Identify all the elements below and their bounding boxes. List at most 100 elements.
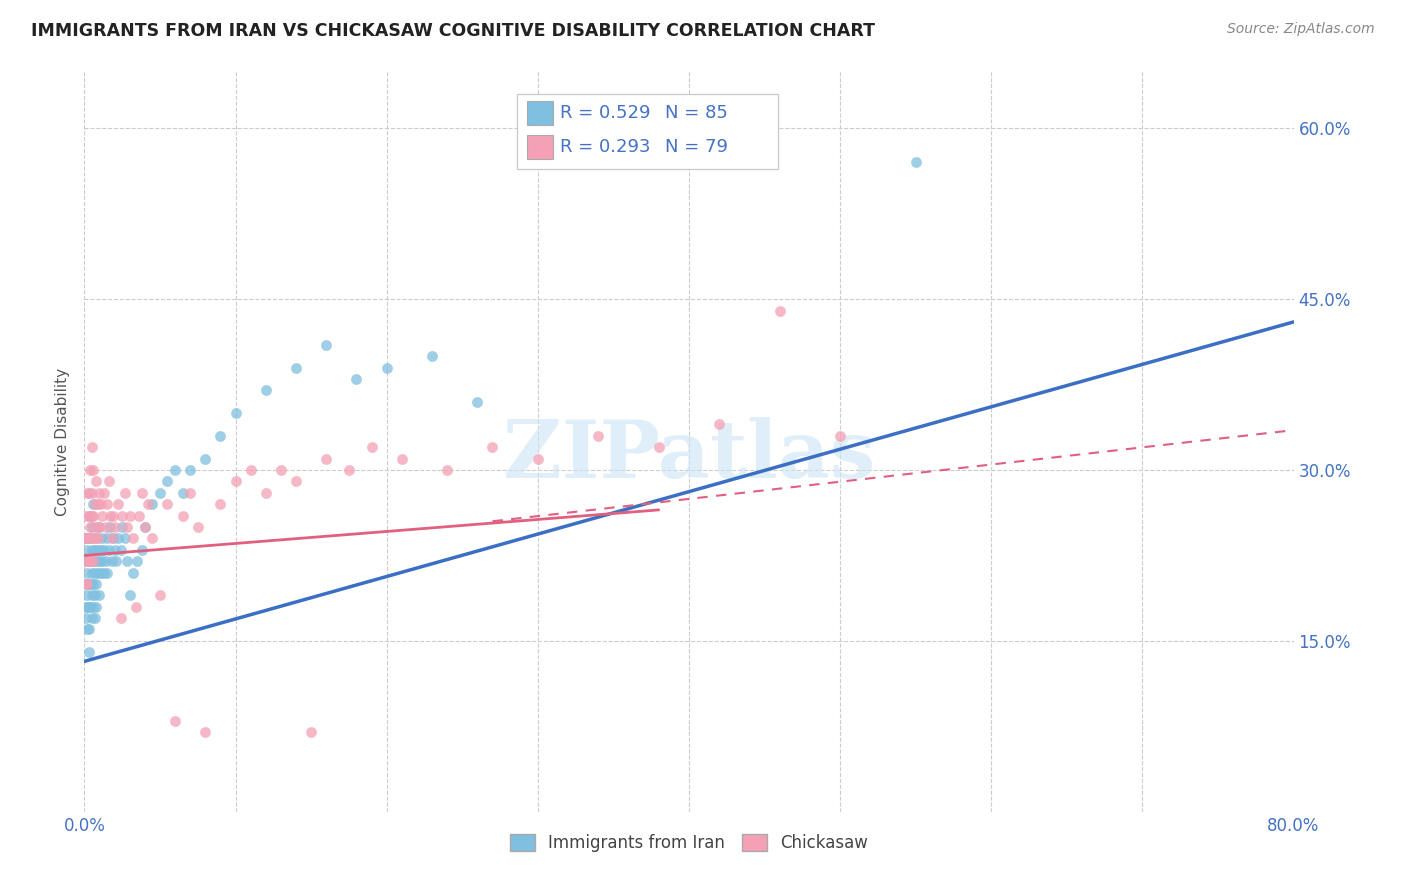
Point <box>165 463 187 477</box>
Point <box>131 542 153 557</box>
Point <box>96 497 118 511</box>
Point <box>360 440 382 454</box>
Point <box>93 566 115 580</box>
Point <box>709 417 731 432</box>
Point <box>118 508 141 523</box>
Point <box>830 429 852 443</box>
Point <box>172 485 194 500</box>
Point <box>315 451 337 466</box>
Legend: Immigrants from Iran, Chickasaw: Immigrants from Iran, Chickasaw <box>503 828 875 859</box>
Point <box>77 645 100 659</box>
Point <box>239 463 262 477</box>
Point <box>79 554 101 568</box>
Point <box>769 303 792 318</box>
Point <box>156 497 179 511</box>
Y-axis label: Cognitive Disability: Cognitive Disability <box>55 368 70 516</box>
Point <box>115 520 138 534</box>
Point <box>76 588 98 602</box>
Point <box>141 532 163 546</box>
Point <box>79 463 101 477</box>
Point <box>75 508 97 523</box>
Point <box>156 475 179 489</box>
Point <box>375 360 398 375</box>
Point <box>107 532 129 546</box>
Point <box>76 566 98 580</box>
Point <box>315 337 337 351</box>
Point <box>285 475 308 489</box>
Point <box>270 463 292 477</box>
Text: Source: ZipAtlas.com: Source: ZipAtlas.com <box>1227 22 1375 37</box>
Point <box>76 599 98 614</box>
Point <box>77 577 100 591</box>
Point <box>86 577 108 591</box>
Point <box>391 451 413 466</box>
Point <box>904 155 927 169</box>
Point <box>80 588 103 602</box>
Point <box>84 566 107 580</box>
Point <box>79 508 101 523</box>
Point <box>467 394 489 409</box>
Point <box>111 520 134 534</box>
Point <box>77 623 100 637</box>
Text: R = 0.293: R = 0.293 <box>560 138 650 156</box>
Point <box>125 599 148 614</box>
Point <box>91 532 114 546</box>
Point <box>93 485 115 500</box>
Point <box>141 497 163 511</box>
Text: R = 0.529: R = 0.529 <box>560 104 650 122</box>
Point <box>209 429 232 443</box>
Point <box>337 463 360 477</box>
Point <box>76 542 98 557</box>
Point <box>89 554 111 568</box>
Point <box>121 566 143 580</box>
Point <box>84 542 107 557</box>
Point <box>114 485 136 500</box>
Point <box>84 497 107 511</box>
Point <box>115 554 138 568</box>
Point <box>436 463 458 477</box>
Point <box>105 554 128 568</box>
Point <box>648 440 671 454</box>
Point <box>93 542 115 557</box>
Point <box>75 532 97 546</box>
Point <box>118 588 141 602</box>
Point <box>77 532 100 546</box>
Point <box>194 725 217 739</box>
Point <box>179 485 201 500</box>
Point <box>285 360 308 375</box>
Point <box>87 532 110 546</box>
Point <box>75 599 97 614</box>
Point <box>80 611 103 625</box>
Point <box>111 508 134 523</box>
Point <box>225 475 247 489</box>
Point <box>91 508 114 523</box>
Point <box>82 554 104 568</box>
Point <box>134 520 156 534</box>
Text: N = 85: N = 85 <box>665 104 728 122</box>
Point <box>225 406 247 420</box>
Point <box>149 588 172 602</box>
Point <box>90 542 112 557</box>
Point <box>172 508 194 523</box>
Point <box>76 577 98 591</box>
Text: N = 79: N = 79 <box>665 138 728 156</box>
Point <box>82 599 104 614</box>
Point <box>75 554 97 568</box>
Point <box>75 577 97 591</box>
Point <box>77 599 100 614</box>
Point <box>77 508 100 523</box>
Point <box>100 554 122 568</box>
Point <box>94 554 117 568</box>
Point <box>75 532 97 546</box>
Point <box>86 532 108 546</box>
Point <box>86 520 108 534</box>
Point <box>80 542 103 557</box>
Point <box>420 349 443 363</box>
Point <box>80 485 103 500</box>
Point <box>97 475 120 489</box>
Point <box>86 599 108 614</box>
Point <box>299 725 322 739</box>
Point <box>131 485 153 500</box>
Point <box>94 520 117 534</box>
Point <box>127 554 149 568</box>
